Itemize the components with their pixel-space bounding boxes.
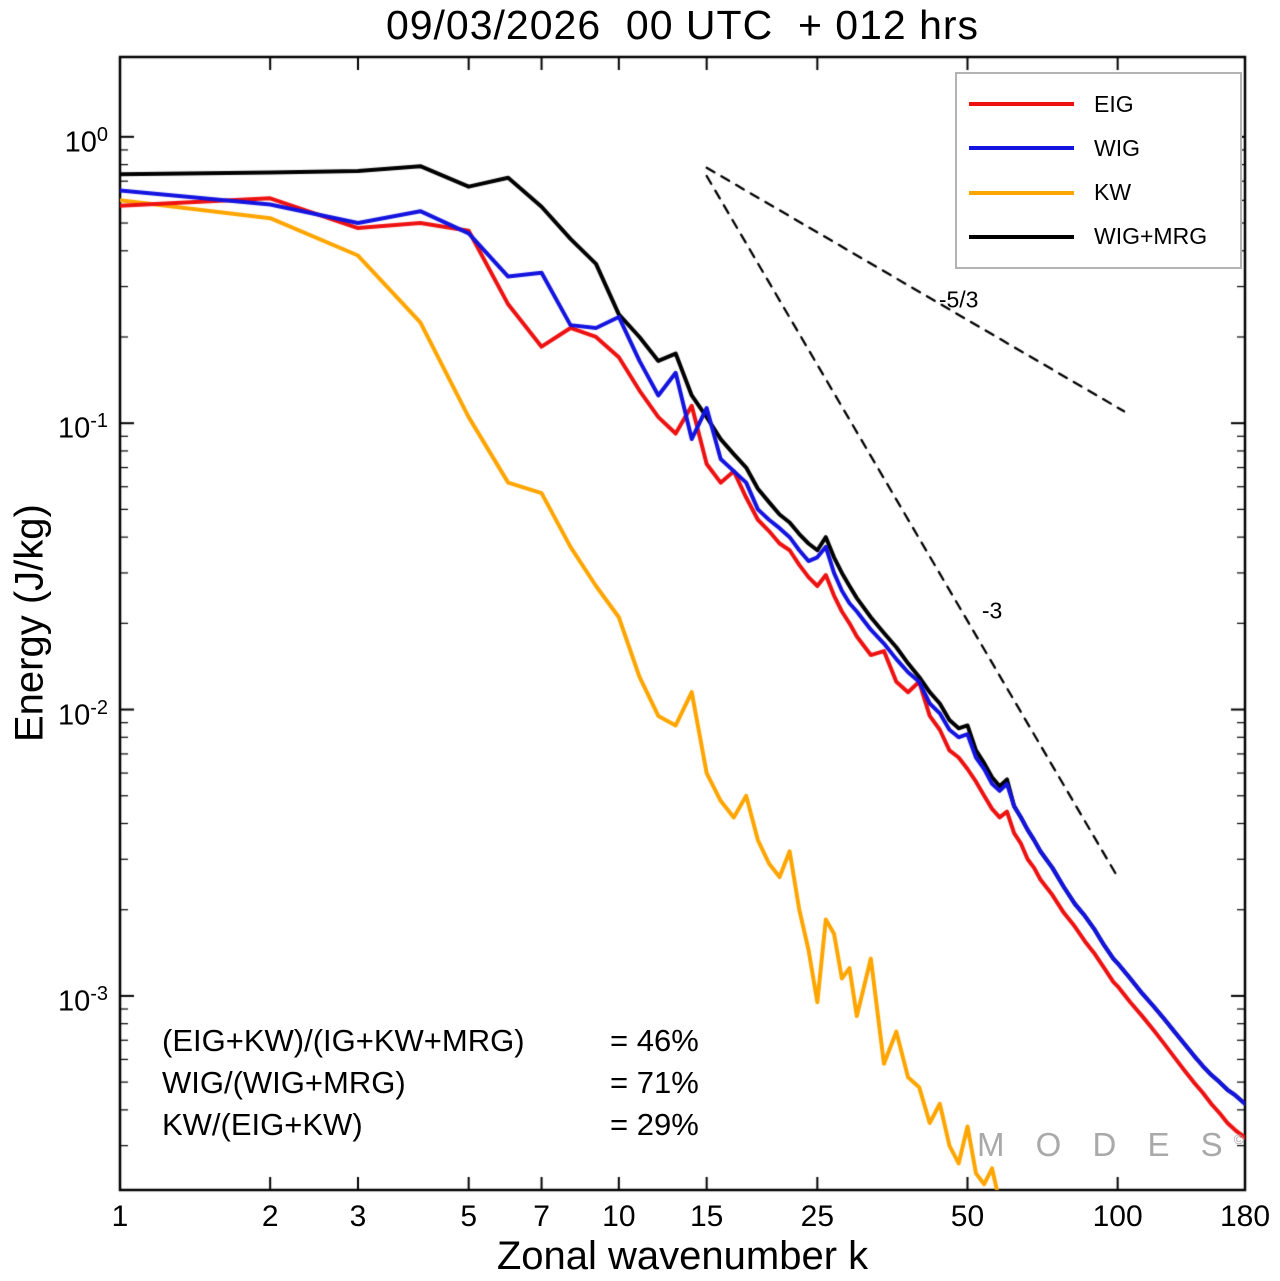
x-tick-label: 2	[261, 1200, 279, 1233]
modes-watermark: M O D E S©	[977, 1126, 1244, 1164]
x-tick-label: 10	[602, 1200, 636, 1233]
y-tick-label: 10-1	[57, 410, 108, 445]
ratio-lhs: WIG/(WIG+MRG)	[162, 1065, 406, 1100]
x-axis-label: Zonal wavenumber k	[496, 1234, 869, 1278]
ratio-rhs: = 29%	[610, 1107, 699, 1142]
legend-line-swatch	[969, 102, 1074, 107]
legend-item: WIG	[969, 135, 1240, 162]
ratio-lhs: KW/(EIG+KW)	[162, 1107, 363, 1142]
legend-item: WIG+MRG	[969, 223, 1240, 250]
y-tick-label: 100	[64, 123, 108, 159]
ratio-rhs: = 46%	[610, 1023, 699, 1058]
legend-label: WIG+MRG	[1094, 223, 1208, 250]
watermark-text: M O D E S	[976, 1126, 1234, 1163]
legend-label: WIG	[1094, 134, 1140, 161]
x-tick-label: 15	[689, 1200, 724, 1233]
ratio-rhs: = 71%	[610, 1065, 699, 1100]
y-axis-label: Energy (J/kg)	[7, 504, 52, 743]
x-tick-label: 5	[460, 1200, 477, 1233]
ratio-lhs: (EIG+KW)/(IG+KW+MRG)	[162, 1023, 525, 1058]
x-tick-label: 25	[800, 1200, 835, 1233]
legend-label: KW	[1094, 179, 1132, 206]
x-tick-label: 7	[533, 1200, 550, 1233]
x-tick-label: 180	[1219, 1200, 1271, 1233]
slope-label: -5/3	[938, 286, 979, 313]
legend-item: EIG	[969, 91, 1240, 118]
slope-label: -3	[981, 597, 1003, 624]
copyright-icon: ©	[1233, 1131, 1244, 1147]
x-tick-label: 50	[950, 1200, 985, 1233]
legend-line-swatch	[969, 234, 1074, 239]
legend-label: EIG	[1094, 90, 1134, 117]
legend-line-swatch	[969, 190, 1074, 195]
x-tick-label: 1	[111, 1200, 129, 1233]
ratio-annotations: (EIG+KW)/(IG+KW+MRG) = 46% WIG/(WIG+MRG) = …	[162, 1020, 699, 1146]
x-tick-label: 3	[349, 1200, 367, 1233]
legend-line-swatch	[969, 146, 1074, 151]
x-tick-label: 100	[1092, 1200, 1143, 1233]
legend: EIG WIG KW WIG+MRG	[955, 72, 1242, 269]
y-tick-label: 10-2	[57, 696, 108, 732]
y-tick-label: 10-3	[57, 982, 108, 1018]
legend-item: KW	[969, 179, 1240, 206]
